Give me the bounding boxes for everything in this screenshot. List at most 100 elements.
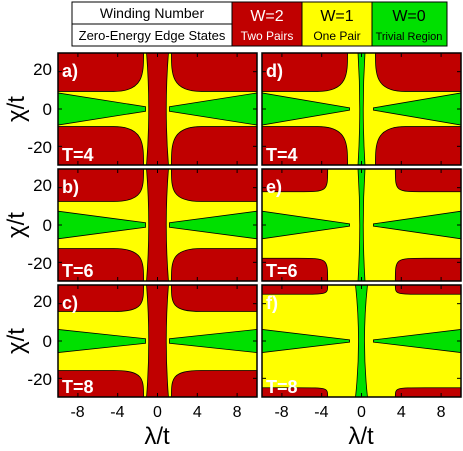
legend-w1-top: W=1 [320, 8, 353, 25]
panel-e-regions [262, 169, 461, 281]
y-tick-label: 0 [43, 100, 52, 119]
trivial-central-strip [357, 169, 366, 281]
two-pairs-region-lower-left [58, 370, 144, 397]
panel-b-regions [58, 169, 257, 281]
trivial-central-strip [355, 285, 368, 397]
x-tick-label: 8 [437, 404, 446, 421]
two-pairs-region-lower-right [171, 126, 257, 165]
y-axis-label: χ/t [3, 96, 30, 122]
y-tick-label: 0 [43, 332, 52, 351]
x-tick-label: 0 [357, 404, 366, 421]
x-tick-label: -8 [70, 404, 84, 421]
panel-a-t-label: T=4 [62, 145, 94, 165]
y-axis-label: χ/t [3, 328, 30, 354]
y-axis-label: χ/t [3, 212, 30, 238]
panel-c-label: c) [62, 293, 78, 313]
panel-c-regions [58, 285, 257, 397]
legend-w0-bottom: Trivial Region [376, 31, 443, 43]
y-tick-label: -20 [27, 370, 52, 389]
trivial-central-strip [357, 53, 366, 165]
x-tick-label: -4 [314, 404, 328, 421]
two-pairs-central-strip [146, 53, 169, 165]
panel-d-label: d) [266, 61, 283, 81]
legend-w1-bottom: One Pair [313, 29, 360, 43]
trivial-region-right [169, 210, 257, 240]
legend-w0-swatch [371, 1, 448, 47]
x-tick-label: -8 [274, 404, 288, 421]
two-pairs-central-strip [146, 169, 169, 281]
x-tick-label: 4 [397, 404, 406, 421]
x-tick-label: 4 [193, 404, 202, 421]
trivial-region-right [373, 329, 461, 353]
panel-d-regions [262, 53, 461, 165]
two-pairs-region-upper-left [262, 53, 348, 92]
x-axis-label: λ/t [144, 423, 170, 450]
two-pairs-region-upper-right [375, 53, 461, 92]
two-pairs-region-upper-right [171, 285, 257, 312]
legend-row1-label: Winding Number [100, 5, 205, 21]
panel-d: d) T=4 [261, 52, 462, 166]
legend-w2-top: W=2 [250, 8, 283, 25]
trivial-region-right [169, 329, 257, 353]
two-pairs-region-lower-right [375, 126, 461, 165]
two-pairs-region-lower-right [171, 370, 257, 397]
y-tick-label: -20 [27, 254, 52, 273]
legend: Winding Number Zero-Energy Edge States W… [71, 1, 448, 47]
panel-f: f) T=8 [261, 284, 462, 398]
panel-c-t-label: T=8 [62, 377, 94, 397]
x-tick-labels-left: -8 -4 0 4 8 [70, 404, 241, 421]
two-pairs-region-lower-left [58, 248, 144, 281]
y-axis-labels: χ/t χ/t χ/t [3, 96, 30, 354]
panel-f-t-label: T=8 [266, 377, 298, 397]
trivial-region-left [262, 210, 350, 240]
two-pairs-region-lower-left [262, 257, 329, 281]
panel-e-t-label: T=6 [266, 261, 298, 281]
panel-b-t-label: T=6 [62, 261, 94, 281]
y-tick-label: -20 [27, 138, 52, 157]
two-pairs-region-upper-right [171, 169, 257, 202]
y-tick-label: 20 [33, 176, 52, 195]
panel-d-t-label: T=4 [266, 145, 298, 165]
two-pairs-region-upper-right [394, 285, 461, 295]
legend-w2-bottom: Two Pairs [241, 29, 294, 43]
panel-c: c) T=8 [57, 284, 258, 398]
axis-ticks [58, 53, 461, 397]
x-tick-label: -4 [110, 404, 124, 421]
panel-e: e) T=6 [261, 168, 462, 282]
two-pairs-region-upper-left [58, 53, 144, 92]
y-tick-label: 20 [33, 60, 52, 79]
panel-b: b) T=6 [57, 168, 258, 282]
x-tick-label: 8 [233, 404, 242, 421]
y-tick-labels: 20 0 -20 20 0 -20 20 0 -20 [27, 60, 52, 389]
trivial-region-right [373, 210, 461, 240]
trivial-region-left [58, 92, 146, 126]
trivial-region-right [373, 92, 461, 126]
legend-w2-swatch [231, 1, 303, 47]
legend-w0-top: W=0 [392, 8, 425, 25]
two-pairs-region-upper-left [262, 169, 329, 193]
trivial-region-left [58, 210, 146, 240]
two-pairs-region-upper-right [394, 169, 461, 193]
panel-e-label: e) [266, 177, 282, 197]
panel-a: a) T=4 [57, 52, 258, 166]
two-pairs-region-lower-left [58, 126, 144, 165]
two-pairs-region-upper-left [58, 169, 144, 202]
two-pairs-region-lower-left [262, 126, 348, 165]
y-tick-label: 20 [33, 292, 52, 311]
x-tick-label: 0 [153, 404, 162, 421]
two-pairs-region-lower-right [394, 387, 461, 397]
trivial-region-right [169, 92, 257, 126]
x-tick-labels-right: -8 -4 0 4 8 [274, 404, 445, 421]
two-pairs-region-lower-right [171, 248, 257, 281]
trivial-region-left [262, 92, 350, 126]
panel-f-label: f) [266, 293, 278, 313]
two-pairs-central-strip [146, 285, 169, 397]
x-axis-label: λ/t [348, 423, 374, 450]
panel-b-label: b) [62, 177, 79, 197]
two-pairs-region-upper-right [171, 53, 257, 92]
two-pairs-region-upper-left [58, 285, 144, 312]
two-pairs-region-lower-right [394, 257, 461, 281]
trivial-region-left [58, 329, 146, 353]
trivial-region-left [262, 329, 350, 353]
